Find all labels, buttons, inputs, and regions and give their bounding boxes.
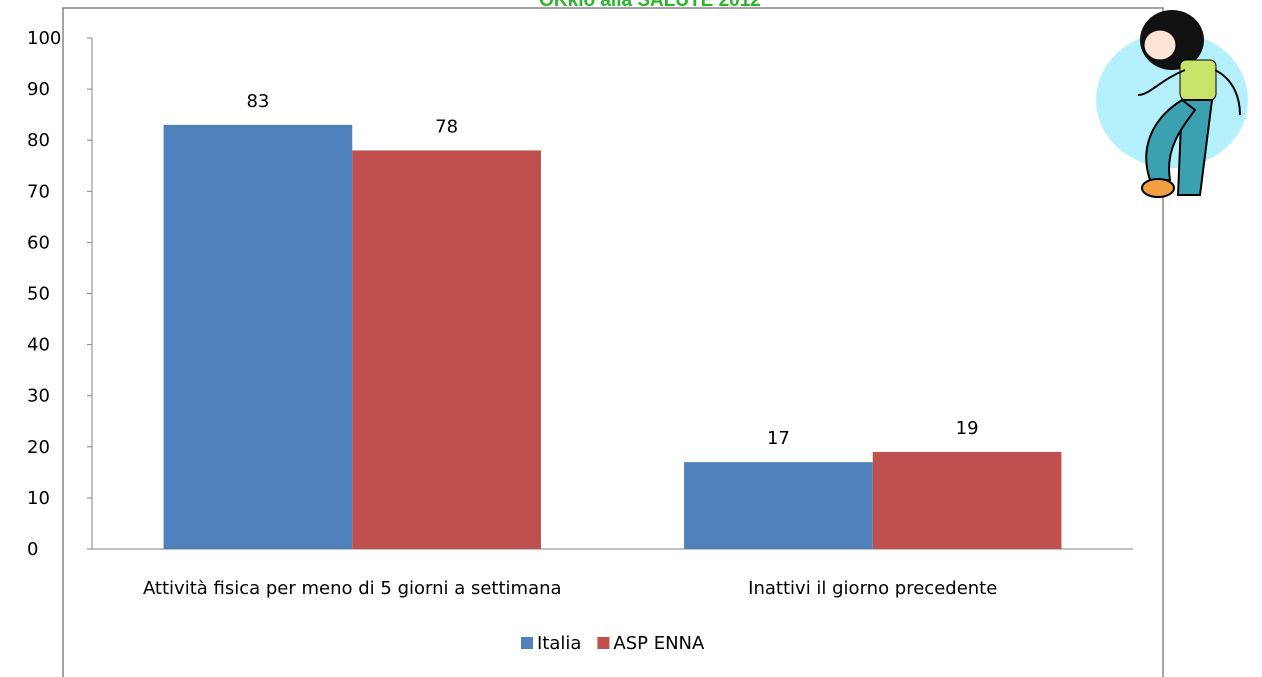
y-tick-label: 80 [27, 130, 50, 151]
y-tick-label: 100 [27, 28, 61, 49]
data-label: 19 [956, 418, 979, 439]
x-tick-label: Inattivi il giorno precedente [748, 578, 997, 599]
y-tick-label: 70 [27, 181, 50, 202]
data-label: 78 [435, 116, 458, 137]
legend-label: Italia [537, 633, 581, 654]
y-tick-label: 90 [27, 79, 50, 100]
data-label: 17 [767, 428, 790, 449]
legend-swatch [597, 637, 610, 649]
y-tick-label: 20 [27, 437, 50, 458]
legend-label: ASP ENNA [613, 633, 705, 654]
y-tick-label: 50 [27, 284, 50, 305]
illustration [1096, 10, 1248, 198]
y-tick-label: 30 [27, 386, 50, 407]
y-tick-label: 10 [27, 488, 50, 509]
bar [163, 124, 353, 550]
y-tick-label: 40 [27, 335, 50, 356]
chart-title: OKkio alla SALUTE 2012 [539, 0, 761, 11]
bar [684, 462, 873, 549]
y-tick-label: 0 [27, 539, 38, 560]
bar [352, 150, 541, 550]
x-tick-label: Attività fisica per meno di 5 giorni a s… [143, 578, 562, 599]
bar [872, 451, 1062, 549]
y-tick-label: 60 [27, 232, 50, 253]
legend-swatch [520, 637, 533, 649]
data-label: 83 [246, 91, 269, 112]
